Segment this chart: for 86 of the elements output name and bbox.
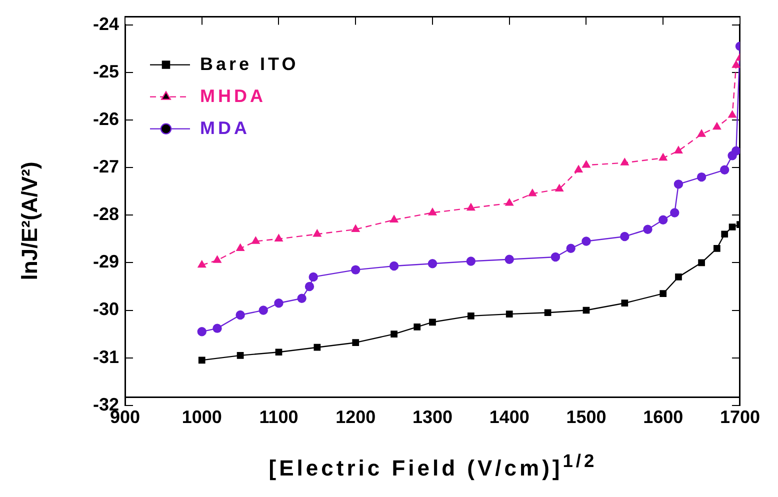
point (414, 323, 421, 330)
y-tick-label: -26 (92, 108, 119, 129)
point (675, 274, 682, 280)
point (504, 254, 514, 264)
y-tick-label: -24 (92, 14, 119, 34)
y-tick-label: -31 (92, 346, 119, 367)
point (428, 259, 438, 268)
x-tick-label: 1600 (643, 407, 684, 428)
x-tick-label: 1500 (566, 407, 606, 428)
point (728, 110, 736, 118)
point (574, 165, 583, 173)
point (674, 180, 684, 189)
point (197, 327, 206, 336)
point (275, 348, 282, 356)
point (274, 298, 284, 308)
point (620, 232, 630, 242)
y-tick-label: -28 (92, 204, 119, 224)
point (313, 230, 322, 237)
point (308, 272, 318, 282)
point (660, 290, 667, 298)
point (236, 352, 244, 359)
point (728, 224, 736, 230)
y-tick-label: -30 (92, 299, 119, 320)
point (274, 234, 283, 242)
point (544, 309, 552, 316)
point (555, 184, 564, 192)
point (582, 306, 590, 314)
point (466, 256, 476, 266)
y-tick-label: -25 (92, 61, 119, 82)
x-tick-label: 1300 (412, 407, 453, 428)
point (428, 208, 437, 216)
point (352, 339, 360, 346)
point (659, 153, 668, 161)
point (252, 236, 260, 244)
point (550, 252, 560, 262)
point (297, 294, 306, 303)
point (505, 198, 514, 206)
point (314, 344, 321, 351)
x-tick-label: 1000 (182, 407, 222, 428)
point (621, 300, 628, 307)
point (698, 259, 705, 266)
point (212, 324, 222, 333)
point (351, 265, 360, 274)
point (732, 146, 740, 156)
point (658, 215, 668, 224)
point (643, 224, 652, 234)
point (429, 318, 436, 326)
x-tick-label: 1100 (259, 407, 298, 428)
point (198, 260, 206, 268)
point (352, 224, 360, 232)
point (732, 60, 740, 68)
point (712, 122, 721, 130)
point (721, 230, 728, 238)
y-axis-title: lnJ/E²(A/V²) (17, 160, 43, 282)
point (467, 312, 474, 320)
point (582, 236, 591, 246)
point (670, 208, 680, 218)
point (466, 203, 475, 211)
x-tick-label: 1200 (336, 407, 376, 428)
point (528, 189, 536, 196)
point (389, 261, 399, 271)
point (674, 146, 683, 154)
point (236, 310, 245, 320)
point (566, 244, 576, 254)
y-tick-label: -27 (92, 156, 119, 176)
x-axis-title: [Electric Field (V/cm)]$^{1/2}$ (268, 450, 598, 482)
x-tick-label: 1700 (720, 407, 760, 428)
x-tick-label: 1400 (489, 407, 530, 428)
point (713, 244, 720, 252)
point (236, 244, 244, 252)
point (213, 256, 222, 263)
point (304, 282, 314, 292)
point (696, 172, 706, 182)
point (390, 215, 398, 222)
y-tick-label: -29 (92, 252, 119, 272)
point (720, 165, 730, 175)
point (697, 130, 706, 137)
point (506, 310, 513, 318)
legend-label: MHDA (200, 86, 266, 106)
point (390, 330, 398, 338)
point (258, 306, 268, 315)
legend-label: Bare ITO (200, 54, 299, 74)
point (620, 158, 629, 166)
point (582, 160, 590, 168)
point (198, 356, 206, 364)
legend-label: MDA (200, 118, 250, 138)
